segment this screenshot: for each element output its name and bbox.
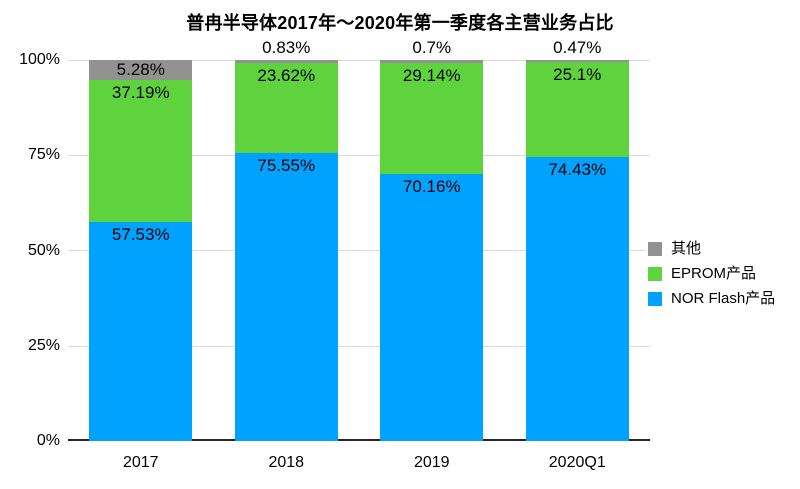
value-label-nor-flash-2019: 70.16% (402, 176, 461, 196)
bar-segment-eprom-2017: 37.19% (89, 80, 193, 222)
bar-segment-nor-flash-2017: 57.53% (89, 221, 193, 441)
bar-segment-other-2020Q1 (525, 60, 629, 62)
bar-segment-eprom-2020Q1: 25.1% (525, 61, 629, 158)
bar-segment-other-2019 (380, 60, 484, 63)
y-axis-tick-label-75: 75% (27, 146, 60, 163)
value-label-nor-flash-2020Q1: 74.43% (548, 160, 607, 180)
value-label-other-2020Q1: 0.47% (553, 38, 602, 57)
value-label-other-2019: 0.7% (412, 38, 452, 57)
bar-segment-other-2017: 5.28% (89, 60, 193, 81)
legend-swatch-eprom (648, 266, 662, 281)
plot-area: 57.53% 37.19% 5.28% 2017 75.55% 23.62% 0.83% 20… (68, 38, 650, 471)
value-label-other-2018: 0.83% (262, 38, 311, 57)
value-label-eprom-2020Q1: 25.1% (553, 64, 602, 84)
value-label-eprom-2019: 29.14% (402, 65, 461, 85)
gridline-25 (68, 346, 650, 347)
y-axis-tick-label-50: 50% (27, 242, 60, 259)
bar-segment-nor-flash-2020Q1: 74.43% (525, 157, 629, 441)
y-axis-tick-label-0: 0% (36, 432, 60, 449)
value-label-other-2017: 5.28% (116, 60, 165, 80)
x-axis-tick-label-2019: 2019 (413, 454, 450, 471)
bar-segment-eprom-2018: 23.62% (234, 63, 338, 154)
bar-segment-nor-flash-2018: 75.55% (234, 153, 338, 441)
bar-segment-nor-flash-2019: 70.16% (380, 173, 484, 441)
bar-segment-eprom-2019: 29.14% (380, 62, 484, 174)
bar-segment-other-2018 (234, 60, 338, 64)
x-axis-tick-label-2018: 2018 (268, 454, 305, 471)
legend-label-eprom: EPROM产品 (671, 264, 757, 282)
legend-label-nor-flash: NOR Flash产品 (671, 289, 776, 307)
legend: 其他 EPROM产品 NOR Flash产品 (645, 235, 780, 312)
x-axis-tick-label-2020Q1: 2020Q1 (548, 454, 606, 471)
x-axis-tick-label-2017: 2017 (122, 454, 159, 471)
legend-item-other: 其他 (648, 236, 775, 261)
legend-swatch-nor-flash (648, 291, 662, 306)
y-axis-tick-label-100: 100% (19, 51, 60, 68)
value-label-nor-flash-2018: 75.55% (257, 156, 316, 176)
x-axis-line (68, 439, 650, 441)
gridline-75 (68, 155, 650, 156)
y-axis-tick-label-25: 25% (27, 337, 60, 354)
value-label-nor-flash-2017: 57.53% (111, 224, 170, 244)
value-label-eprom-2017: 37.19% (111, 83, 170, 103)
chart-title: 普冉半导体2017年～2020年第一季度各主营业务占比 (186, 13, 614, 33)
legend-label-other: 其他 (671, 239, 702, 257)
value-label-eprom-2018: 23.62% (257, 66, 316, 86)
legend-item-nor-flash: NOR Flash产品 (648, 286, 775, 311)
gridline-50 (68, 250, 650, 251)
legend-item-eprom: EPROM产品 (648, 261, 775, 286)
legend-swatch-other (648, 241, 662, 256)
gridline-100 (68, 60, 650, 61)
